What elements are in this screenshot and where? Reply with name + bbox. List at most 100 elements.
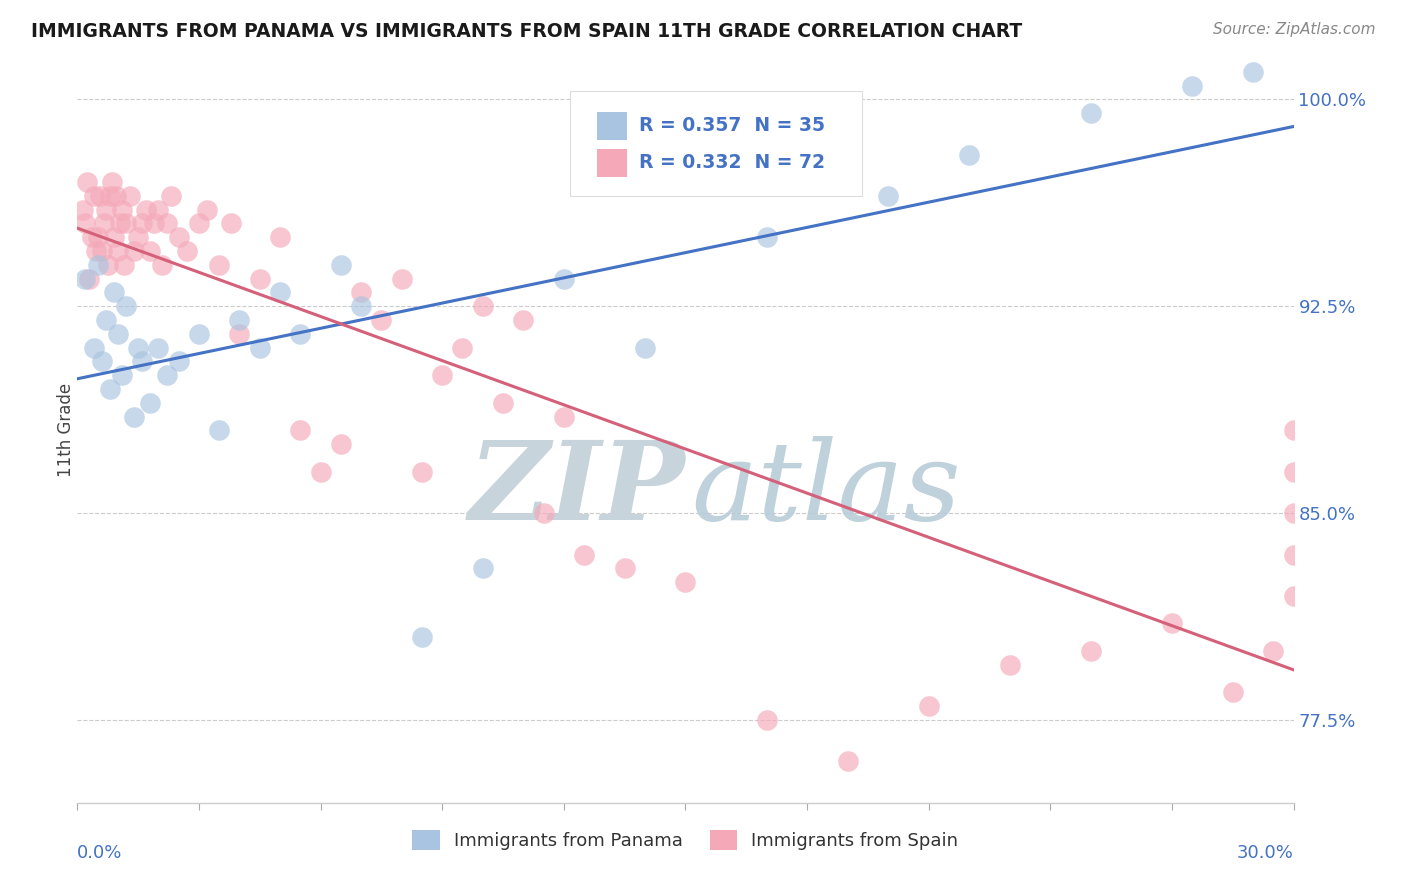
Text: R = 0.332  N = 72: R = 0.332 N = 72	[640, 153, 825, 172]
Text: ZIP: ZIP	[468, 436, 686, 544]
Point	[167, 230, 190, 244]
Point	[83, 341, 105, 355]
Point	[127, 230, 149, 244]
Text: R = 0.357  N = 35: R = 0.357 N = 35	[640, 116, 825, 136]
Legend: Immigrants from Panama, Immigrants from Spain: Immigrants from Panama, Immigrants from …	[405, 822, 966, 857]
Point	[755, 713, 778, 727]
Point	[572, 548, 595, 562]
Point	[97, 258, 120, 272]
Point	[188, 217, 211, 231]
Point	[391, 271, 413, 285]
Point	[329, 437, 352, 451]
Point	[329, 258, 352, 272]
Point	[533, 506, 555, 520]
Point	[1161, 616, 1184, 631]
Point	[309, 465, 332, 479]
Point	[98, 189, 121, 203]
Point	[155, 217, 177, 231]
Text: Source: ZipAtlas.com: Source: ZipAtlas.com	[1212, 22, 1375, 37]
Text: IMMIGRANTS FROM PANAMA VS IMMIGRANTS FROM SPAIN 11TH GRADE CORRELATION CHART: IMMIGRANTS FROM PANAMA VS IMMIGRANTS FRO…	[31, 22, 1022, 41]
Point	[998, 657, 1021, 672]
Point	[553, 409, 575, 424]
Point	[103, 285, 125, 300]
Point	[1282, 589, 1305, 603]
Point	[152, 258, 174, 272]
Point	[471, 561, 494, 575]
Point	[877, 189, 900, 203]
Point	[148, 202, 170, 217]
Point	[94, 313, 117, 327]
Point	[613, 561, 636, 575]
Point	[918, 699, 941, 714]
Point	[155, 368, 177, 383]
Point	[188, 326, 211, 341]
Point	[1181, 78, 1204, 93]
Point	[148, 341, 170, 355]
Point	[131, 217, 153, 231]
Point	[208, 258, 231, 272]
Point	[76, 175, 98, 189]
Y-axis label: 11th Grade: 11th Grade	[58, 384, 75, 477]
Point	[430, 368, 453, 383]
Point	[370, 313, 392, 327]
FancyBboxPatch shape	[596, 112, 627, 140]
Point	[167, 354, 190, 368]
Point	[411, 630, 433, 644]
FancyBboxPatch shape	[569, 92, 862, 195]
Point	[127, 341, 149, 355]
Point	[1080, 106, 1102, 120]
Point	[89, 189, 111, 203]
Point	[83, 189, 105, 203]
Point	[675, 575, 697, 590]
Point	[411, 465, 433, 479]
Point	[451, 341, 474, 355]
Point	[837, 755, 859, 769]
Point	[86, 230, 108, 244]
Point	[471, 299, 494, 313]
Text: 0.0%: 0.0%	[77, 844, 122, 862]
Point	[957, 147, 980, 161]
Point	[269, 285, 291, 300]
Point	[86, 258, 108, 272]
Point	[107, 326, 129, 341]
Point	[79, 271, 101, 285]
Point	[269, 230, 291, 244]
Point	[115, 217, 138, 231]
Point	[139, 396, 162, 410]
Point	[112, 258, 135, 272]
Point	[108, 217, 131, 231]
Point	[90, 244, 112, 258]
Point	[122, 244, 145, 258]
Point	[249, 271, 271, 285]
Point	[1080, 644, 1102, 658]
Point	[228, 313, 250, 327]
Point	[512, 313, 534, 327]
Point	[1282, 465, 1305, 479]
Point	[104, 189, 127, 203]
Point	[1282, 423, 1305, 437]
Point	[249, 341, 271, 355]
Point	[131, 354, 153, 368]
Point	[75, 271, 97, 285]
Point	[103, 230, 125, 244]
Point	[98, 382, 121, 396]
Point	[94, 202, 117, 217]
Point	[208, 423, 231, 437]
Point	[139, 244, 162, 258]
Point	[1282, 548, 1305, 562]
Point	[80, 230, 103, 244]
Point	[111, 202, 134, 217]
Point	[159, 189, 181, 203]
Point	[634, 341, 657, 355]
Point	[107, 244, 129, 258]
Point	[350, 285, 373, 300]
Point	[135, 202, 157, 217]
Point	[228, 326, 250, 341]
Point	[1282, 506, 1305, 520]
Point	[290, 423, 312, 437]
Text: atlas: atlas	[692, 436, 962, 544]
Point	[122, 409, 145, 424]
Point	[93, 217, 115, 231]
Point	[72, 202, 94, 217]
Point	[350, 299, 373, 313]
